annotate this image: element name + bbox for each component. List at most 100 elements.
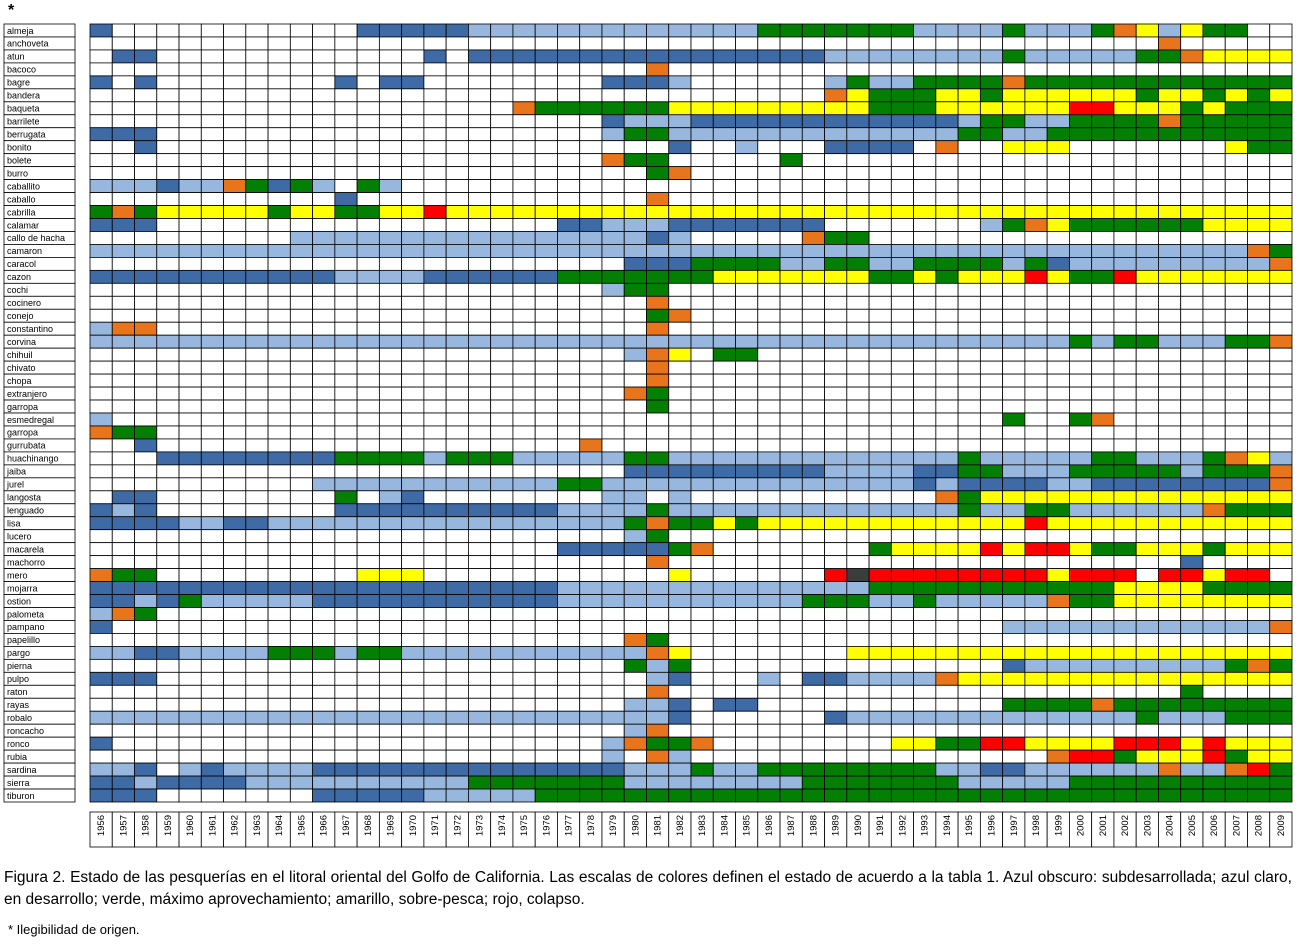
heatmap-cell [1024, 282, 1048, 297]
year-tick-label: 1966 [319, 815, 330, 836]
heatmap-cell [490, 594, 514, 608]
heatmap-cell [690, 334, 714, 349]
heatmap-cell [156, 516, 180, 531]
heatmap-cell [913, 308, 937, 323]
heatmap-cell [134, 166, 158, 180]
heatmap-cell [1158, 542, 1182, 557]
heatmap-cell [490, 244, 514, 258]
heatmap-cell [1158, 464, 1182, 479]
heatmap-cell [445, 477, 469, 492]
heatmap-cell [935, 373, 959, 388]
heatmap-cell [534, 464, 558, 479]
heatmap-cell [1224, 775, 1248, 790]
heatmap-cell [1158, 218, 1182, 232]
heatmap-cell [134, 114, 158, 129]
heatmap-cell [1069, 477, 1093, 492]
heatmap-cell [334, 101, 358, 116]
heatmap-cell [1269, 723, 1293, 738]
heatmap-cell [1224, 114, 1248, 129]
heatmap-cell [957, 231, 981, 245]
year-tick-label: 1994 [942, 815, 953, 836]
heatmap-cell [1046, 399, 1070, 414]
heatmap-cell [824, 321, 848, 336]
heatmap-cell [512, 568, 536, 582]
heatmap-cell [534, 736, 558, 751]
heatmap-cell [267, 88, 291, 103]
heatmap-cell [1069, 282, 1093, 297]
heatmap-cell [1046, 568, 1070, 582]
heatmap-cell [1069, 451, 1093, 466]
heatmap-cell [779, 464, 803, 479]
heatmap-cell [1024, 49, 1048, 64]
heatmap-cell [1224, 620, 1248, 634]
heatmap-cell [1046, 88, 1070, 103]
heatmap-cell [1069, 581, 1093, 595]
heatmap-cell [668, 490, 692, 505]
heatmap-cell [289, 334, 313, 349]
heatmap-cell [779, 75, 803, 90]
heatmap-cell [779, 438, 803, 453]
species-label: tiburon [7, 791, 35, 801]
heatmap-cell [223, 438, 247, 453]
heatmap-cell [623, 633, 647, 647]
heatmap-cell [468, 684, 492, 699]
heatmap-cell [1247, 153, 1271, 168]
year-tick-label: 1985 [742, 815, 753, 836]
heatmap-cell [178, 269, 202, 284]
heatmap-cell [356, 568, 380, 582]
heatmap-cell [512, 386, 536, 401]
heatmap-cell [668, 282, 692, 297]
heatmap-cell [646, 425, 670, 440]
heatmap-cell [356, 386, 380, 401]
heatmap-cell [757, 75, 781, 90]
heatmap-cell [200, 581, 224, 595]
heatmap-cell [1069, 723, 1093, 738]
heatmap-cell [356, 529, 380, 544]
heatmap-cell [1269, 477, 1293, 492]
heatmap-cell [490, 542, 514, 557]
heatmap-cell [712, 127, 736, 142]
heatmap-cell [824, 399, 848, 414]
heatmap-cell [1158, 607, 1182, 621]
heatmap-cell [423, 308, 447, 323]
heatmap-cell [868, 529, 892, 544]
heatmap-cell [868, 140, 892, 155]
heatmap-cell [579, 166, 603, 180]
heatmap-cell [490, 334, 514, 349]
heatmap-cell [1046, 555, 1070, 570]
heatmap-cell [957, 646, 981, 660]
heatmap-cell [913, 231, 937, 245]
heatmap-cell [134, 594, 158, 608]
heatmap-cell [1180, 308, 1204, 323]
species-label: rayas [7, 700, 30, 710]
heatmap-cell [957, 386, 981, 401]
heatmap-cell [401, 503, 425, 518]
heatmap-cell [312, 762, 336, 777]
heatmap-cell [1247, 373, 1271, 388]
heatmap-cell [1135, 451, 1159, 466]
heatmap-cell [1135, 347, 1159, 362]
heatmap-cell [401, 775, 425, 790]
heatmap-cell [601, 736, 625, 751]
heatmap-cell [957, 684, 981, 699]
heatmap-cell [557, 762, 581, 777]
heatmap-cell [601, 568, 625, 582]
heatmap-cell [445, 127, 469, 142]
heatmap-cell [312, 321, 336, 336]
heatmap-cell [245, 153, 269, 168]
heatmap-cell [1024, 244, 1048, 258]
heatmap-cell [1024, 412, 1048, 427]
heatmap-cell [801, 451, 825, 466]
heatmap-cell [490, 697, 514, 712]
heatmap-cell [267, 788, 291, 803]
heatmap-cell [1046, 256, 1070, 271]
heatmap-cell [378, 153, 403, 168]
heatmap-cell [1247, 555, 1271, 570]
heatmap-cell [623, 620, 647, 634]
heatmap-cell [646, 684, 670, 699]
heatmap-cell [156, 710, 180, 725]
heatmap-cell [1247, 412, 1271, 427]
year-tick-label: 1967 [341, 815, 352, 836]
heatmap-cell [557, 451, 581, 466]
heatmap-cell [223, 49, 247, 64]
